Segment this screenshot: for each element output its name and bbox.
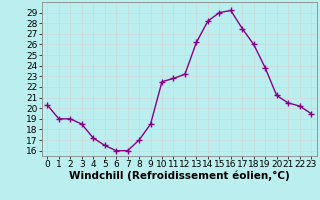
- X-axis label: Windchill (Refroidissement éolien,°C): Windchill (Refroidissement éolien,°C): [69, 171, 290, 181]
